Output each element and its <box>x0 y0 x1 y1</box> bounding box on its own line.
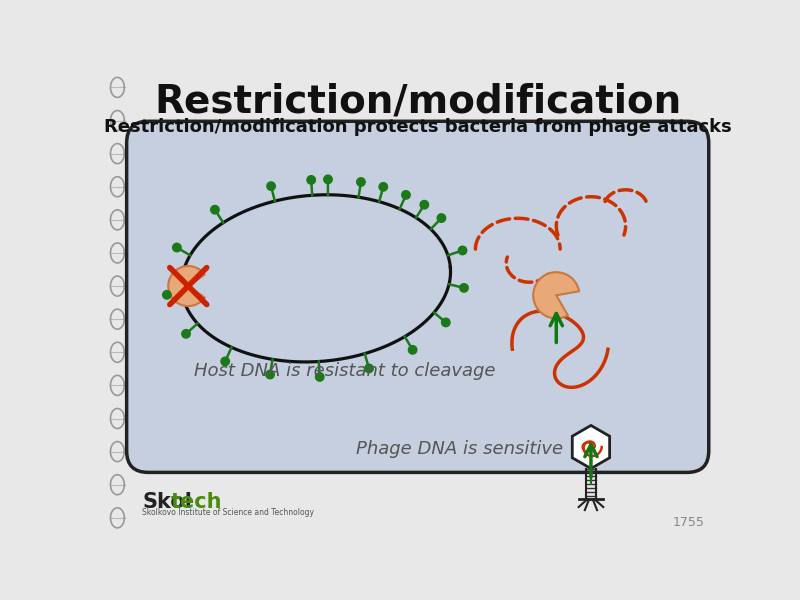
Circle shape <box>315 373 324 381</box>
Circle shape <box>210 205 219 214</box>
Text: Restriction/modification: Restriction/modification <box>154 82 682 120</box>
Circle shape <box>267 182 275 190</box>
Circle shape <box>365 364 374 373</box>
Text: Restriction/modification protects bacteria from phage attacks: Restriction/modification protects bacter… <box>104 118 731 136</box>
Text: Skolkovo Institute of Science and Technology: Skolkovo Institute of Science and Techno… <box>142 508 314 517</box>
Circle shape <box>266 370 274 379</box>
Circle shape <box>379 182 387 191</box>
Circle shape <box>402 191 410 199</box>
Text: 1755: 1755 <box>673 516 705 529</box>
Circle shape <box>420 200 429 209</box>
Text: tech: tech <box>170 491 222 512</box>
Circle shape <box>437 214 446 223</box>
Circle shape <box>324 175 332 184</box>
Circle shape <box>442 318 450 326</box>
Wedge shape <box>168 266 205 306</box>
Circle shape <box>460 284 468 292</box>
Circle shape <box>357 178 365 186</box>
Wedge shape <box>534 272 579 319</box>
Text: Skol: Skol <box>142 491 192 512</box>
Circle shape <box>307 176 315 184</box>
Polygon shape <box>572 425 610 469</box>
Circle shape <box>182 329 190 338</box>
Circle shape <box>173 243 181 252</box>
Circle shape <box>162 290 171 299</box>
Circle shape <box>408 346 417 354</box>
FancyBboxPatch shape <box>126 121 709 472</box>
Circle shape <box>458 246 466 255</box>
Circle shape <box>221 357 230 365</box>
Text: Host DNA is resistant to cleavage: Host DNA is resistant to cleavage <box>194 362 496 380</box>
Text: Phage DNA is sensitive: Phage DNA is sensitive <box>356 440 563 458</box>
